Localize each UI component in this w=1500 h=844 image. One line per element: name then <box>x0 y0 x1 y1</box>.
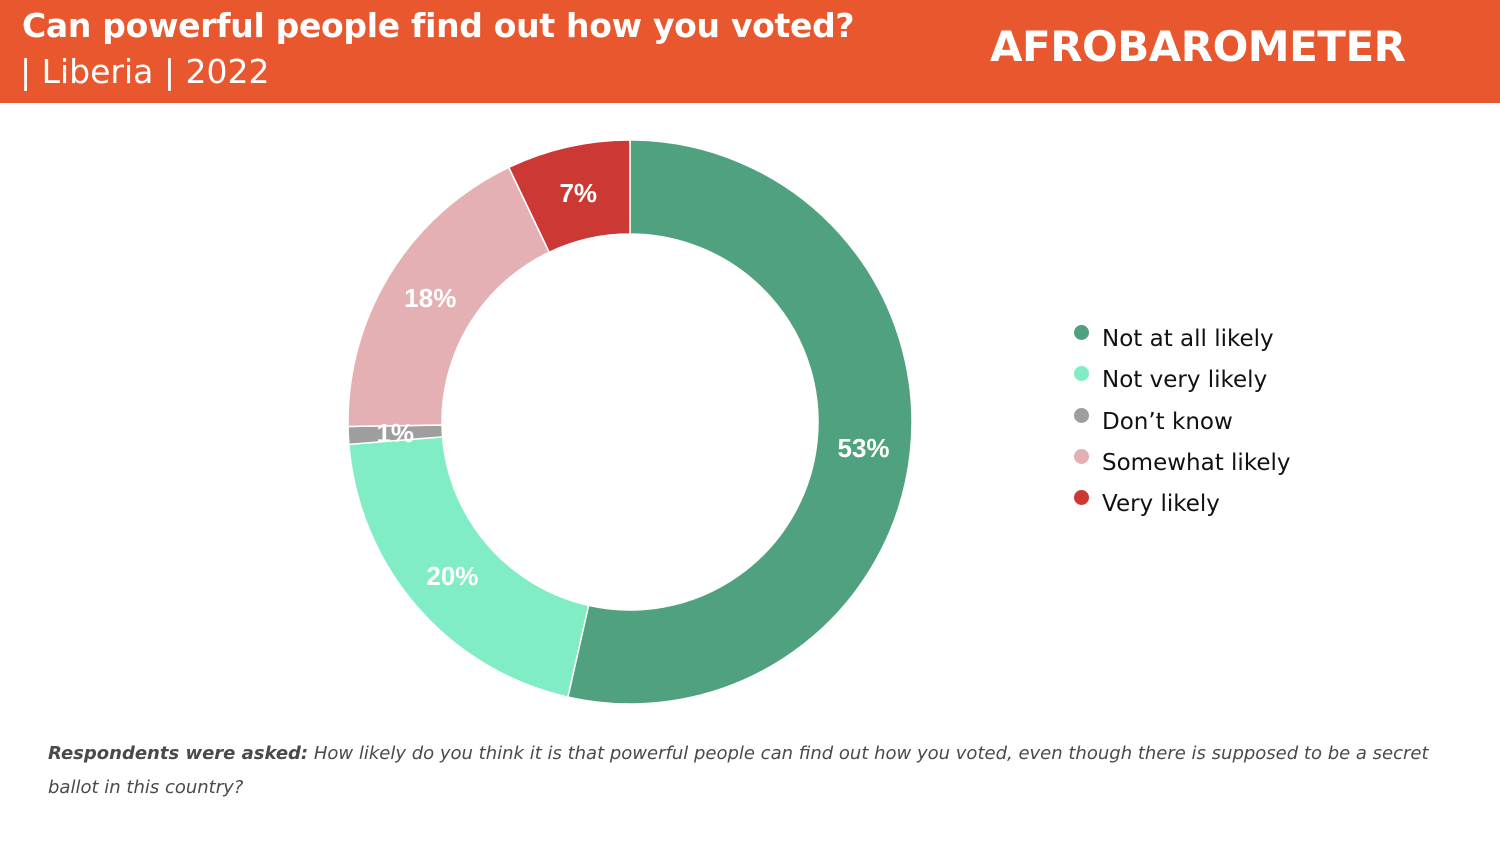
donut-slices <box>347 139 913 705</box>
slice-label-not-very-likely: 20% <box>426 561 478 591</box>
question-footnote: Respondents were asked: How likely do yo… <box>48 737 1468 805</box>
slice-label-don-t-know: 1% <box>376 418 414 448</box>
chart-subtitle: | Liberia | 2022 <box>20 52 270 91</box>
slice-not-at-all-likely <box>566 139 913 705</box>
footnote-lead: Respondents were asked: <box>48 743 309 764</box>
slice-somewhat-likely <box>347 166 551 428</box>
slice-labels: 53% 20% 1% 18% 7% <box>376 178 889 591</box>
legend-swatch <box>1074 325 1089 340</box>
header-banner: Can powerful people find out how you vot… <box>0 0 1500 103</box>
legend-label: Not at all likely <box>1102 326 1274 352</box>
legend-swatch <box>1074 407 1089 423</box>
afrobarometer-logo: AFROBAROMETER <box>990 22 1406 71</box>
legend-swatch <box>1074 366 1089 382</box>
slice-label-somewhat-likely: 18% <box>404 283 456 313</box>
legend-label: Somewhat likely <box>1102 449 1291 476</box>
donut-chart: 53% 20% 1% 18% 7% <box>347 139 913 705</box>
slice-label-not-at-all-likely: 53% <box>838 433 890 463</box>
slice-very-likely <box>507 139 631 254</box>
slice-label-very-likely: 7% <box>559 178 597 208</box>
legend-label: Not very likely <box>1102 367 1268 394</box>
legend-swatch <box>1074 490 1089 506</box>
legend-label: Don’t know <box>1102 408 1233 435</box>
chart-title: Can powerful people find out how you vot… <box>22 6 855 45</box>
slice-not-very-likely <box>348 436 590 698</box>
footnote-text: How likely do you think it is that power… <box>48 743 1429 798</box>
legend-label: Very likely <box>1102 491 1220 518</box>
legend-swatch <box>1074 448 1089 464</box>
